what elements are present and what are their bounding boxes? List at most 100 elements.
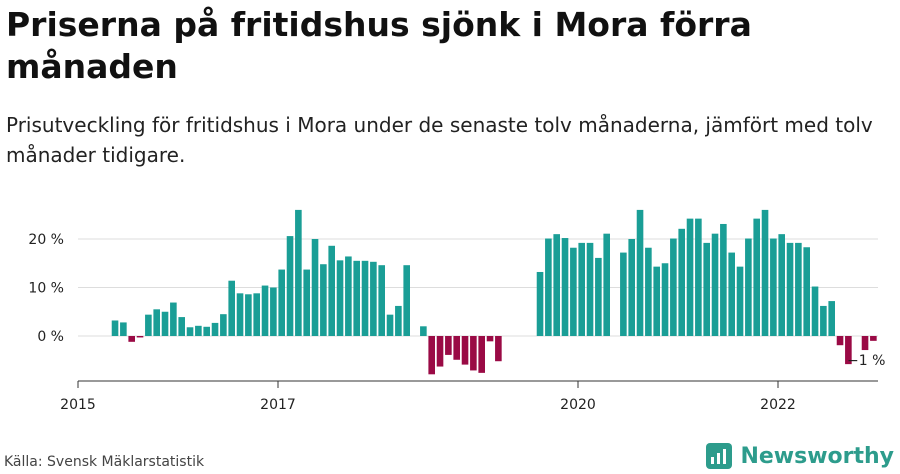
bar-2019-11: [561, 238, 569, 336]
bar-2021-10: [753, 218, 760, 336]
bar-2021-03: [695, 218, 702, 336]
y-tick-label: 20 %: [28, 232, 64, 248]
bar-2022-08: [836, 336, 844, 346]
bar-2018-03: [395, 305, 402, 336]
bar-2021-06: [720, 223, 727, 336]
x-tick-label: 2015: [60, 397, 96, 413]
bar-2018-12: [470, 336, 477, 371]
bar-2019-12: [570, 247, 577, 336]
bar-2020-04: [603, 233, 610, 336]
bar-2016-05: [211, 322, 219, 336]
bar-2016-10: [253, 293, 260, 336]
brand-logo[interactable]: Newsworthy: [706, 443, 894, 469]
bar-2020-11: [661, 263, 669, 336]
bar-2020-10: [653, 266, 660, 336]
bar-2018-01: [378, 265, 385, 336]
bar-2021-02: [686, 218, 694, 336]
bar-2016-06: [220, 314, 227, 336]
bar-2018-08: [436, 336, 444, 367]
bar-2017-08: [336, 260, 344, 336]
bar-2017-02: [286, 236, 294, 336]
bar-2021-09: [745, 238, 752, 336]
bar-2018-11: [461, 336, 469, 365]
bar-2018-06: [420, 326, 427, 336]
bar-2019-09: [545, 238, 552, 336]
bar-2015-11: [161, 311, 169, 336]
bar-2019-02: [486, 336, 494, 342]
bar-2022-09: [845, 336, 852, 365]
chart-subtitle: Prisutveckling för fritidshus i Mora und…: [6, 113, 873, 167]
x-tick-label: 2017: [260, 397, 296, 413]
bar-2015-06: [120, 322, 127, 336]
y-tick-label: 0 %: [37, 329, 64, 345]
bar-2016-02: [186, 327, 194, 336]
bars: [111, 209, 877, 375]
annotation: −1 %: [847, 353, 885, 369]
x-tick-label: 2022: [760, 397, 796, 413]
bar-2021-11: [761, 209, 769, 336]
bar-2017-11: [361, 260, 369, 336]
bar-2022-01: [778, 234, 785, 336]
bar-2021-05: [711, 233, 719, 336]
last-value-label: −1 %: [847, 353, 885, 369]
bar-2017-04: [303, 269, 310, 336]
bar-2018-10: [453, 336, 460, 360]
bar-2019-01: [478, 336, 485, 373]
y-tick-label: 10 %: [28, 281, 64, 297]
bar-2016-03: [195, 325, 202, 336]
bar-2016-09: [245, 294, 252, 336]
bar-2017-05: [311, 239, 319, 336]
bar-2020-02: [586, 242, 594, 336]
bar-2016-04: [203, 326, 210, 336]
bar-2022-05: [811, 286, 819, 336]
bar-2017-07: [328, 245, 335, 336]
source-credit: Källa: Svensk Mäklarstatistik: [4, 454, 205, 470]
bar-2015-08: [136, 336, 144, 338]
bar-2020-06: [620, 252, 627, 336]
y-axis-labels: 0 % 10 % 20 %: [28, 232, 64, 345]
chart-title: Priserna på fritidshus sjönk i Mora förr…: [6, 5, 752, 86]
bar-2017-03: [295, 209, 302, 336]
bar-2020-01: [578, 242, 585, 336]
bar-2015-07: [128, 336, 135, 342]
bar-2022-07: [828, 301, 835, 336]
bar-2021-12: [770, 238, 777, 336]
bar-2020-08: [636, 209, 644, 336]
bar-2022-02: [786, 242, 794, 336]
bar-2018-07: [428, 336, 435, 375]
bar-2017-09: [345, 256, 352, 336]
bar-2017-10: [353, 260, 360, 336]
bar-2022-03: [795, 242, 802, 336]
bar-2019-08: [536, 271, 544, 336]
bar-2022-04: [803, 247, 810, 336]
bar-2018-09: [445, 336, 452, 355]
bar-2022-11: [861, 336, 869, 351]
bar-chart-icon: [706, 443, 733, 469]
bar-2018-02: [386, 314, 394, 336]
x-tick-label: 2020: [560, 397, 596, 413]
bar-2016-01: [178, 317, 185, 336]
bar-2019-10: [553, 234, 560, 336]
bar-2018-04: [403, 265, 410, 336]
bar-2020-03: [595, 257, 602, 336]
bar-2015-09: [145, 314, 152, 336]
bar-2016-11: [261, 285, 269, 336]
bar-2019-03: [495, 336, 502, 362]
bar-2020-09: [645, 247, 652, 336]
bar-2016-07: [228, 280, 235, 336]
x-axis: 2015 2017 2020 2022: [60, 380, 878, 413]
bar-2020-12: [670, 238, 677, 336]
bar-2015-05: [111, 320, 119, 336]
bar-2021-04: [703, 242, 710, 336]
bar-2021-08: [736, 266, 744, 336]
brand-name: Newsworthy: [740, 443, 894, 469]
bar-2022-06: [820, 305, 827, 336]
bar-2016-08: [236, 293, 244, 336]
bar-2021-07: [728, 252, 735, 336]
bar-2016-12: [270, 287, 277, 336]
bar-2017-12: [370, 261, 377, 336]
bar-2022-12: [870, 336, 877, 341]
bar-2020-07: [628, 239, 635, 336]
bar-2015-12: [170, 302, 177, 336]
